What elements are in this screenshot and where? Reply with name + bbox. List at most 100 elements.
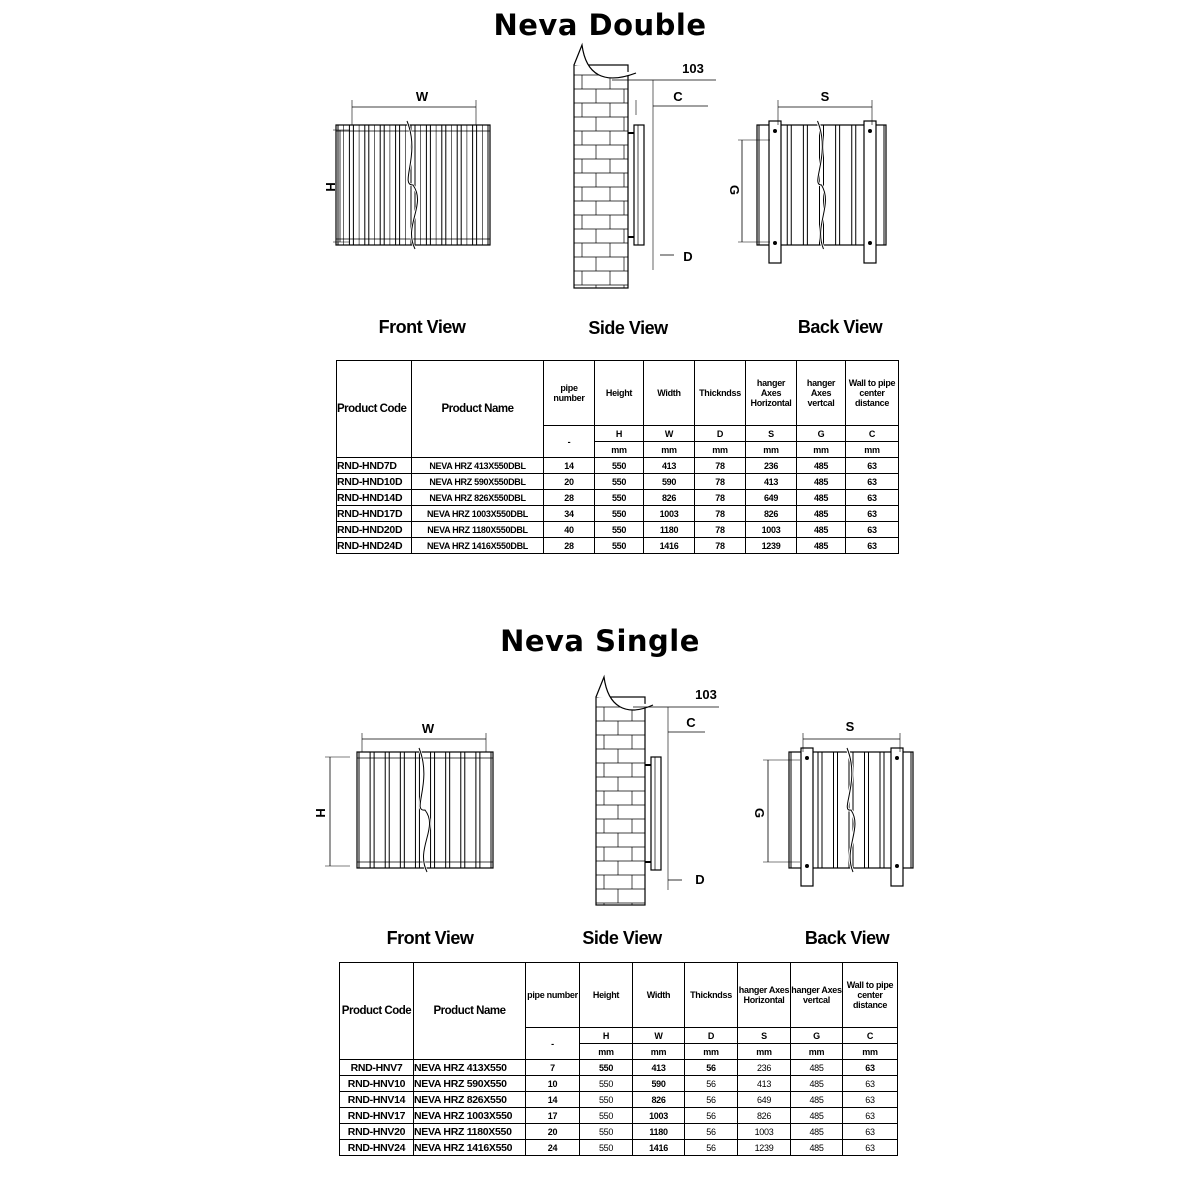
back-view-label: Back View (797, 317, 883, 337)
table-cell: 550 (579, 1139, 633, 1156)
table-cell: 550 (579, 1123, 633, 1140)
table-cell: 485 (790, 1075, 843, 1092)
table-cell: 63 (842, 1107, 898, 1124)
table-cell: 17 (525, 1107, 580, 1124)
radiator-tube (823, 124, 837, 246)
table-cell: 485 (790, 1123, 843, 1140)
table-cell: 63 (845, 537, 899, 554)
table-cell: 1416 (643, 537, 695, 554)
table-cell: 1180 (632, 1123, 685, 1140)
s-dimension-label: S (821, 89, 830, 104)
header-column: pipe number (525, 962, 580, 1028)
unit-cell: mm (842, 1043, 898, 1060)
table-cell: 485 (790, 1091, 843, 1108)
table-row: RND-HNV7 NEVA HRZ 413X550 7 550 413 56 236 485 6… (339, 1059, 898, 1076)
table-cell: 485 (796, 537, 846, 554)
unit-cell: mm (737, 1043, 791, 1060)
wall (573, 64, 629, 289)
offset-dimension-label: 103 (695, 687, 717, 702)
header-column: hanger Axes Horizontal (737, 962, 791, 1028)
table-cell: 550 (579, 1075, 633, 1092)
front-view-label: Front View (378, 317, 466, 337)
table-row: RND-HNV24 NEVA HRZ 1416X550 24 550 1416 56 123… (339, 1139, 898, 1156)
table-cell: NEVA HRZ 1180X550 (413, 1123, 526, 1140)
table-row: RND-HND20D NEVA HRZ 1180X550DBL 40 550 1180 7… (336, 521, 899, 538)
table-cell: 14 (525, 1091, 580, 1108)
table-cell: 485 (790, 1059, 843, 1076)
table-cell: 550 (579, 1059, 633, 1076)
table-cell: 63 (842, 1123, 898, 1140)
table-cell: RND-HNV10 (339, 1075, 414, 1092)
table-cell: 236 (737, 1059, 791, 1076)
neva-single-spec-table: Product Code Product Name pipe number Heigh… (339, 962, 898, 1156)
header-column: hanger Axes vertcal (796, 360, 846, 426)
header-column: Thickndss (694, 360, 746, 426)
table-cell: 56 (684, 1139, 738, 1156)
front-view-label: Front View (386, 928, 474, 948)
symbol-cell: D (684, 1027, 738, 1044)
neva-double-spec-table: Product Code Product Name pipe number Heigh… (336, 360, 899, 554)
width-dimension-label: W (422, 721, 435, 736)
table-cell: NEVA HRZ 1416X550 (413, 1139, 526, 1156)
table-cell: 7 (525, 1059, 580, 1076)
radiator-tube (403, 751, 416, 869)
table-cell: NEVA HRZ 413X550 (413, 1059, 526, 1076)
table-cell: RND-HNV17 (339, 1107, 414, 1124)
table-cell: 56 (684, 1091, 738, 1108)
symbol-cell: - (525, 1027, 580, 1060)
radiator-side (650, 756, 662, 871)
break-line (406, 120, 418, 250)
table-cell: 63 (842, 1059, 898, 1076)
symbol-cell: G (790, 1027, 843, 1044)
table-row: RND-HND7D NEVA HRZ 413X550DBL 14 550 413 78 23… (336, 457, 899, 474)
table-cell: 649 (737, 1091, 791, 1108)
header-column: Width (632, 962, 685, 1028)
neva-double-drawings: W H 103 C D S G (323, 42, 887, 289)
offset-dimension-label: 103 (682, 61, 704, 76)
radiator-tube (821, 751, 834, 869)
table-cell: 1003 (632, 1107, 685, 1124)
radiator-tube (388, 751, 401, 869)
table-row: RND-HNV17 NEVA HRZ 1003X550 17 550 1003 56 826… (339, 1107, 898, 1124)
radiator-tube (434, 751, 447, 869)
symbol-cell: C (842, 1027, 898, 1044)
table-row: RND-HNV20 NEVA HRZ 1180X550 20 550 1180 56 100… (339, 1123, 898, 1140)
table-cell: 550 (594, 537, 644, 554)
table-cell: 63 (842, 1139, 898, 1156)
side-view-label: Side View (588, 318, 668, 338)
header-column: pipe number (543, 360, 595, 426)
back-view-label: Back View (804, 928, 890, 948)
section-title-double: Neva Double (493, 8, 707, 42)
header-product-name: Product Name (413, 962, 526, 1060)
header-column: hanger Axes vertcal (790, 962, 843, 1028)
hanger-bracket (890, 747, 904, 887)
radiator-tube (790, 124, 804, 246)
table-cell: 63 (842, 1075, 898, 1092)
radiator-tube (358, 751, 371, 869)
table-cell: 20 (525, 1123, 580, 1140)
wall-break (595, 674, 654, 711)
table-cell: 1239 (737, 1139, 791, 1156)
unit-cell: mm (632, 1043, 685, 1060)
break-line (846, 747, 856, 873)
s-dimension-label: S (846, 719, 855, 734)
table-cell: 56 (684, 1107, 738, 1124)
table-cell: RND-HND24D (336, 537, 412, 554)
radiator-tube (839, 124, 853, 246)
table-cell: 550 (579, 1091, 633, 1108)
table-cell: 413 (737, 1075, 791, 1092)
side-view-label: Side View (582, 928, 662, 948)
width-dimension-label: W (416, 89, 429, 104)
symbol-cell: W (632, 1027, 685, 1044)
table-cell: NEVA HRZ 590X550 (413, 1075, 526, 1092)
table-cell: 826 (737, 1107, 791, 1124)
g-dimension-label: G (727, 185, 742, 195)
table-cell: RND-HNV20 (339, 1123, 414, 1140)
table-cell: 1003 (737, 1123, 791, 1140)
table-cell: 10 (525, 1075, 580, 1092)
g-dimension-label: G (752, 808, 767, 818)
table-cell: RND-HNV7 (339, 1059, 414, 1076)
unit-cell: mm (579, 1043, 633, 1060)
symbol-cell: H (579, 1027, 633, 1044)
